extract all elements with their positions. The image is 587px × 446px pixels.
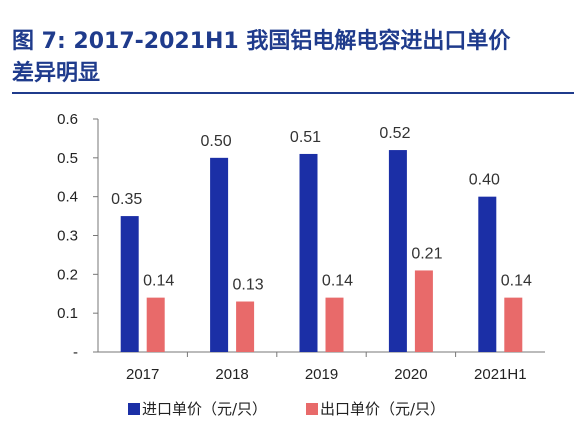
chart-title-line2: 差异明显 <box>12 61 101 86</box>
x-tick-label: 2021H1 <box>474 366 527 383</box>
legend-swatch-export <box>306 403 318 415</box>
y-tick-label: - <box>73 344 78 361</box>
data-label-export: 0.14 <box>322 273 353 290</box>
y-tick-label: 0.6 <box>57 111 78 128</box>
y-tick-label: 0.2 <box>57 266 78 283</box>
title-underline <box>12 92 574 94</box>
bar-chart: - 0.1 0.2 0.3 0.4 0.5 0.6 2017 0.35 0.14 2018 0.50 0… <box>57 111 545 418</box>
data-label-import: 0.51 <box>290 129 321 146</box>
data-label-import: 0.35 <box>111 191 142 208</box>
data-label-export: 0.14 <box>143 273 174 290</box>
data-label-export: 0.14 <box>501 273 532 290</box>
x-tick-label: 2018 <box>215 366 248 383</box>
y-tick-label: 0.3 <box>57 228 78 245</box>
bar-import <box>120 216 139 352</box>
x-tick-label: 2017 <box>126 366 159 383</box>
legend-label-import: 进口单价（元/只） <box>142 400 267 418</box>
bar-export <box>325 297 344 352</box>
legend-label-export: 出口单价（元/只） <box>320 400 445 418</box>
bar-export <box>236 301 255 352</box>
y-tick-label: 0.1 <box>57 305 78 322</box>
y-tick-label: 0.5 <box>57 150 78 167</box>
data-label-import: 0.50 <box>201 133 232 150</box>
chart-title: 图 7: 2017-2021H1 我国铝电解电容进出口单价 差异明显 <box>12 26 577 90</box>
data-label-export: 0.13 <box>233 277 264 294</box>
x-tick-label: 2019 <box>305 366 338 383</box>
data-label-import: 0.40 <box>469 172 500 189</box>
bar-import <box>299 153 318 352</box>
bar-import <box>210 157 229 352</box>
x-tick-label: 2020 <box>394 366 427 383</box>
chart-title-line1: 图 7: 2017-2021H1 我国铝电解电容进出口单价 <box>12 29 511 54</box>
bar-export <box>146 297 165 352</box>
data-label-export: 0.21 <box>411 245 442 262</box>
legend-swatch-import <box>128 403 140 415</box>
bar-import <box>388 150 407 352</box>
bar-export <box>414 270 433 352</box>
bar-import <box>478 196 497 352</box>
y-tick-label: 0.4 <box>57 189 78 206</box>
bar-export <box>504 297 523 352</box>
data-label-import: 0.52 <box>379 125 410 142</box>
